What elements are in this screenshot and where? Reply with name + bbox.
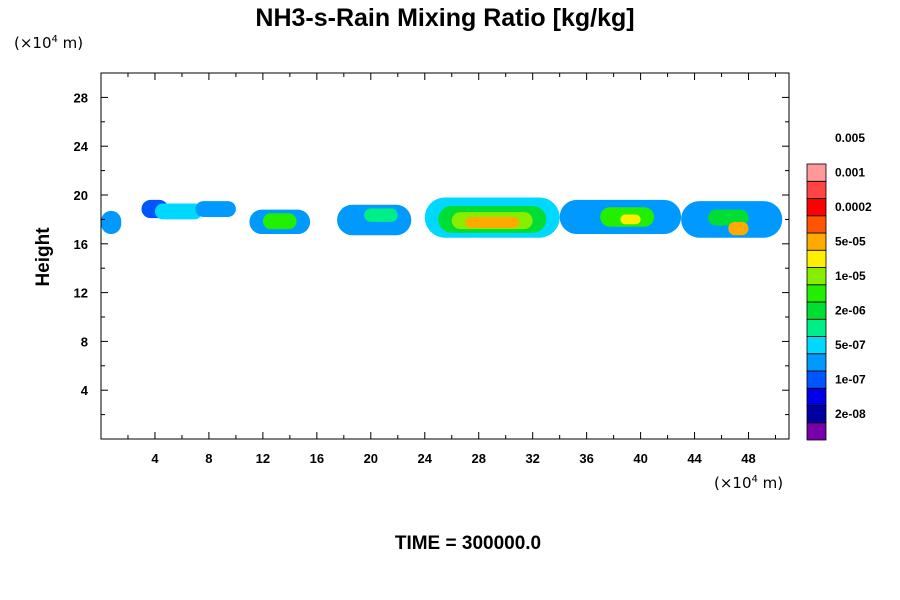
x-tick-label: 36 — [579, 451, 593, 466]
colorbar-swatch — [806, 180, 827, 199]
colorbar-swatch — [806, 353, 827, 372]
x-tick-label: 20 — [364, 451, 378, 466]
colorbar-swatch — [806, 336, 827, 355]
time-label: TIME = 300000.0 — [395, 533, 541, 554]
x-tick-label: 8 — [205, 451, 212, 466]
field-cell-17 — [728, 221, 749, 236]
y-tick-label: 4 — [81, 383, 89, 398]
x-tick-label: 4 — [151, 451, 159, 466]
field-cell-3 — [195, 201, 236, 217]
y-unit-exponent: 4 — [52, 34, 58, 45]
x-unit-suffix: m) — [758, 474, 783, 492]
y-tick-label: 16 — [74, 237, 88, 252]
colorbar-label: 0.0002 — [835, 200, 872, 214]
y-tick-label: 28 — [74, 90, 88, 105]
x-tick-label: 28 — [471, 451, 485, 466]
field-cell-7 — [364, 208, 398, 222]
svg-text:(×104 m): (×104 m) — [714, 474, 783, 492]
x-tick-label: 24 — [418, 451, 433, 466]
colorbar-swatch — [806, 232, 827, 251]
x-unit-exponent: 4 — [752, 474, 758, 485]
y-tick-label: 12 — [74, 286, 88, 301]
colorbar: 2e-08 1e-07 5e-07 2e-06 1e-05 5e-05 0.0002 0.00… — [806, 131, 872, 441]
colorbar-label: 2e-08 — [835, 407, 866, 421]
colorbar-label: 5e-07 — [835, 338, 866, 352]
field-cell-5 — [262, 213, 297, 230]
x-axis-ticks: 4 8 12 16 20 24 28 32 36 40 44 48 — [127, 73, 777, 466]
x-unit-label: (×104 m) — [714, 474, 783, 492]
field-cell-14 — [620, 214, 641, 225]
colorbar-label: 1e-05 — [835, 269, 866, 283]
colorbar-swatch — [806, 215, 827, 234]
y-unit-suffix: m) — [58, 34, 83, 52]
colorbar-swatch — [806, 163, 827, 182]
field-cell-0 — [101, 210, 122, 235]
x-unit-prefix: (×10 — [714, 474, 752, 492]
y-tick-label: 24 — [74, 139, 89, 154]
field-cell-11 — [465, 216, 520, 228]
svg-text:(×104 m): (×104 m) — [14, 34, 83, 52]
y-axis-label: Height — [33, 227, 54, 287]
colorbar-label: 0.001 — [835, 166, 865, 180]
y-axis-ticks: 4 8 12 16 20 24 28 — [74, 72, 789, 416]
colorbar-swatch — [806, 422, 827, 441]
colorbar-swatch — [806, 301, 827, 320]
x-tick-label: 44 — [687, 451, 702, 466]
plot-frame — [100, 72, 790, 440]
colorbar-swatch — [806, 318, 827, 337]
colorbar-swatch — [806, 249, 827, 268]
colorbar-label: 0.005 — [835, 131, 865, 145]
x-tick-label: 32 — [525, 451, 539, 466]
colorbar-label: 2e-06 — [835, 304, 866, 318]
y-unit-label: (×104 m) — [14, 34, 83, 52]
colorbar-swatch — [806, 198, 827, 217]
mixing-ratio-field — [101, 197, 783, 238]
colorbar-label: 1e-07 — [835, 373, 866, 387]
colorbar-swatch — [806, 405, 827, 424]
x-tick-label: 16 — [310, 451, 324, 466]
colorbar-label: 5e-05 — [835, 235, 866, 249]
chart-title: NH3-s-Rain Mixing Ratio [kg/kg] — [255, 4, 634, 32]
field-cell-16 — [708, 209, 749, 226]
x-tick-label: 12 — [256, 451, 270, 466]
field-cell-2 — [154, 203, 203, 220]
colorbar-swatch — [806, 387, 827, 406]
colorbar-swatch — [806, 284, 827, 303]
x-tick-label: 40 — [633, 451, 647, 466]
x-tick-label: 48 — [741, 451, 755, 466]
colorbar-swatch — [806, 370, 827, 389]
y-tick-label: 8 — [81, 334, 88, 349]
y-unit-prefix: (×10 — [14, 34, 52, 52]
colorbar-swatch — [806, 267, 827, 286]
y-tick-label: 20 — [74, 188, 88, 203]
